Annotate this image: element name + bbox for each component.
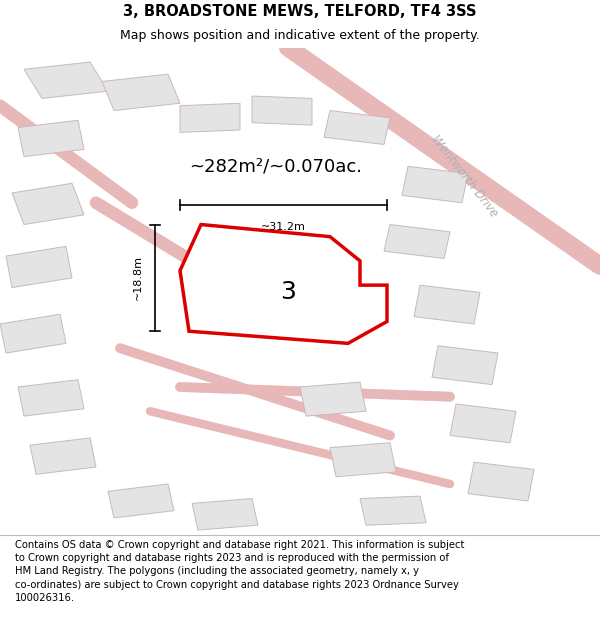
Polygon shape (252, 96, 312, 125)
Polygon shape (324, 111, 390, 144)
Polygon shape (108, 484, 174, 518)
Polygon shape (0, 314, 66, 353)
Text: 3, BROADSTONE MEWS, TELFORD, TF4 3SS: 3, BROADSTONE MEWS, TELFORD, TF4 3SS (123, 4, 477, 19)
Text: ~31.2m: ~31.2m (261, 222, 306, 232)
Polygon shape (102, 74, 180, 111)
Polygon shape (360, 496, 426, 525)
Text: Wentworth Drive: Wentworth Drive (429, 132, 501, 219)
Polygon shape (432, 346, 498, 384)
Polygon shape (402, 166, 468, 202)
Text: Map shows position and indicative extent of the property.: Map shows position and indicative extent… (120, 29, 480, 42)
Polygon shape (12, 183, 84, 224)
Text: ~282m²/~0.070ac.: ~282m²/~0.070ac. (190, 158, 362, 176)
Text: ~18.8m: ~18.8m (133, 256, 143, 301)
Polygon shape (330, 442, 396, 477)
Text: Contains OS data © Crown copyright and database right 2021. This information is : Contains OS data © Crown copyright and d… (15, 540, 464, 602)
Polygon shape (468, 462, 534, 501)
Polygon shape (384, 224, 450, 259)
Polygon shape (24, 62, 108, 98)
Polygon shape (18, 120, 84, 157)
Polygon shape (30, 438, 96, 474)
Polygon shape (414, 285, 480, 324)
Polygon shape (192, 499, 258, 530)
Text: 3: 3 (280, 281, 296, 304)
Polygon shape (18, 380, 84, 416)
Polygon shape (450, 404, 516, 442)
Polygon shape (300, 382, 366, 416)
Polygon shape (6, 246, 72, 288)
Polygon shape (180, 103, 240, 132)
Polygon shape (180, 224, 387, 343)
